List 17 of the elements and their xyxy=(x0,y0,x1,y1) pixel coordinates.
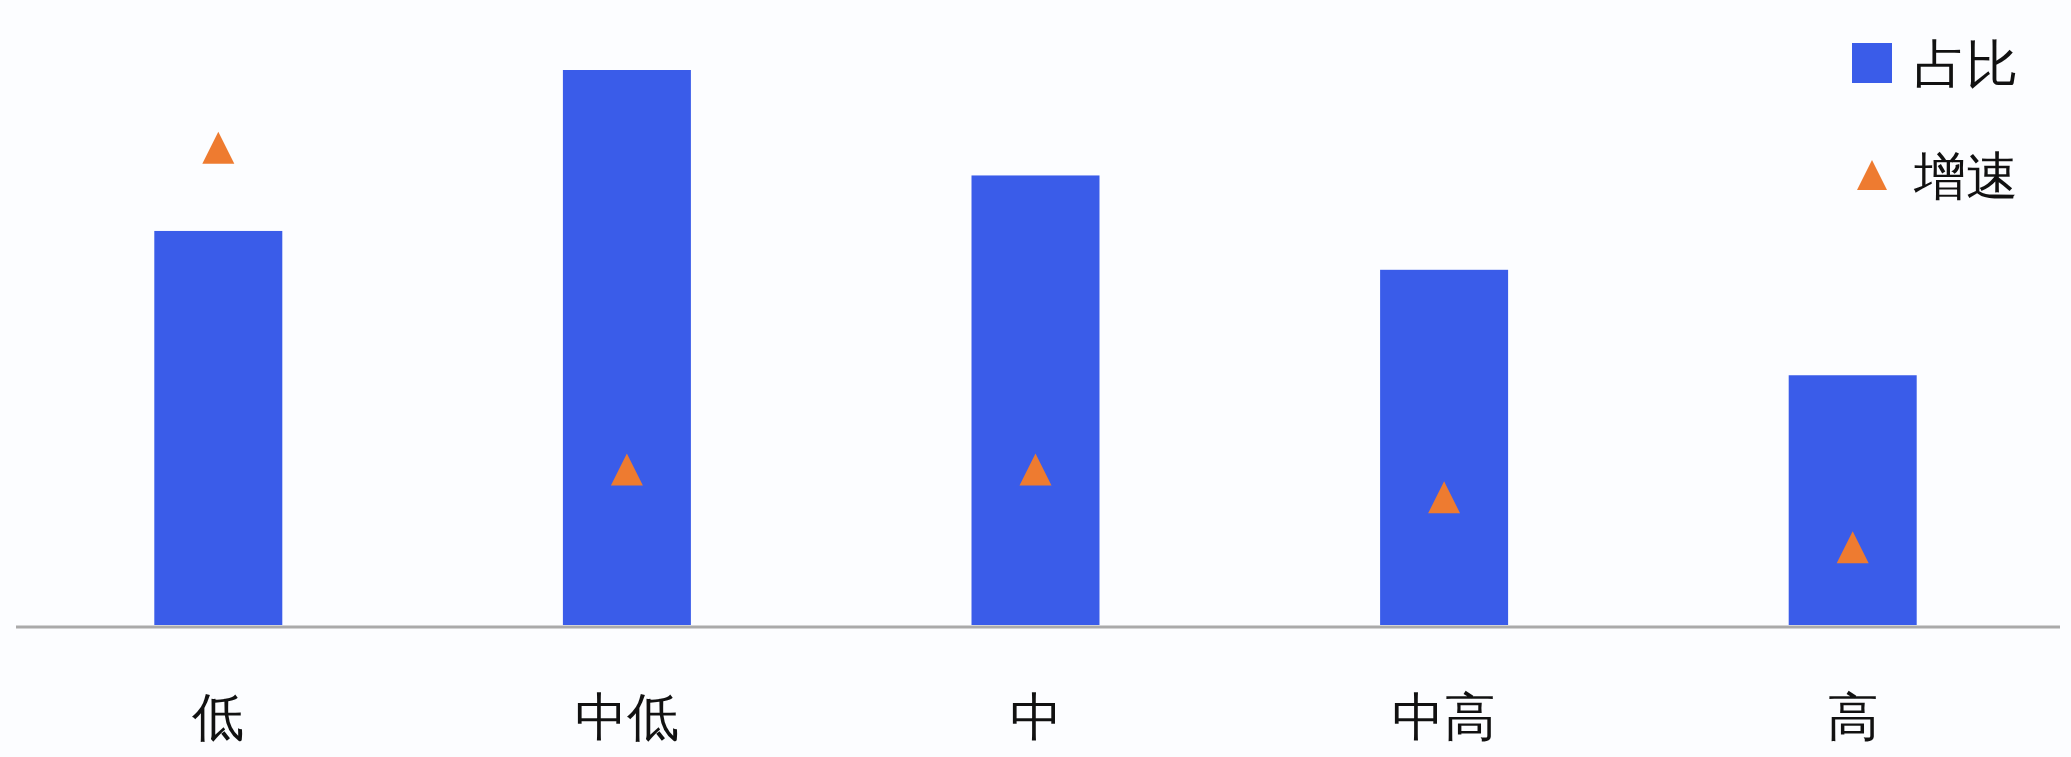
bar xyxy=(971,175,1100,625)
point xyxy=(1019,453,1052,486)
point xyxy=(1428,481,1461,514)
bar xyxy=(154,230,283,625)
point xyxy=(610,453,643,486)
x-tick-label: 低 xyxy=(192,687,245,747)
legend-label: 增速 xyxy=(1913,146,2018,206)
x-tick-label: 中 xyxy=(1009,687,1062,747)
bar xyxy=(1380,269,1509,625)
bar xyxy=(1788,375,1917,625)
x-tick-label: 高 xyxy=(1826,687,1879,747)
point xyxy=(1836,531,1869,564)
legend-label: 占比 xyxy=(1914,34,2018,94)
bar xyxy=(562,70,691,625)
x-tick-label: 中高 xyxy=(1392,687,1497,747)
x-tick-label: 中低 xyxy=(574,687,679,747)
point xyxy=(202,131,235,164)
